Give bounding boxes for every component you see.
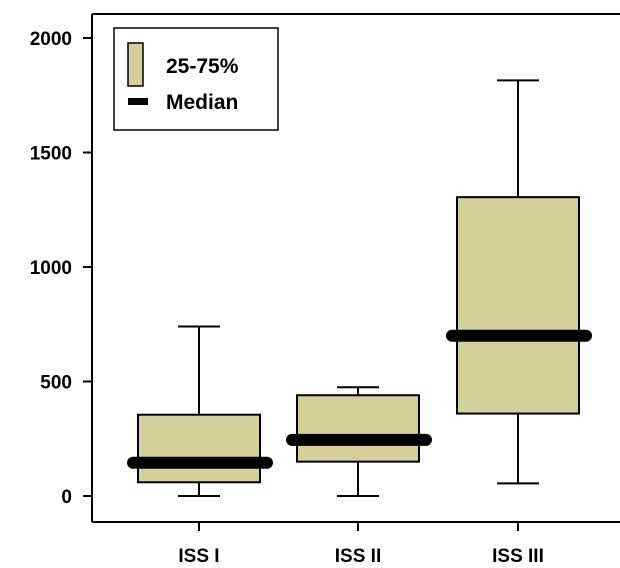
y-tick-label: 1500 [30, 144, 72, 165]
x-axis: ISS I ISS II ISS III [178, 522, 544, 567]
legend-box-swatch [127, 42, 144, 87]
iqr-box [137, 413, 261, 484]
boxes [127, 79, 592, 497]
y-tick-label: 2000 [30, 29, 72, 50]
y-tick-label: 500 [40, 373, 72, 394]
legend-label-median: Median [166, 91, 238, 114]
y-axis: 0 500 1000 1500 2000 [30, 29, 92, 508]
legend-label-iqr: 25-75% [166, 55, 239, 78]
iqr-box [296, 394, 420, 463]
x-tick-label: ISS II [335, 546, 381, 567]
y-tick-label: 0 [61, 487, 72, 508]
legend-median-swatch [128, 98, 148, 105]
box-3 [446, 79, 592, 485]
legend: 25-75% Median [113, 27, 279, 131]
y-tick-label: 1000 [30, 258, 72, 279]
x-tick-label: ISS III [492, 546, 544, 567]
iqr-box [456, 196, 580, 415]
box-2 [286, 386, 432, 497]
box-1 [127, 325, 273, 497]
x-tick-label: ISS I [178, 546, 219, 567]
